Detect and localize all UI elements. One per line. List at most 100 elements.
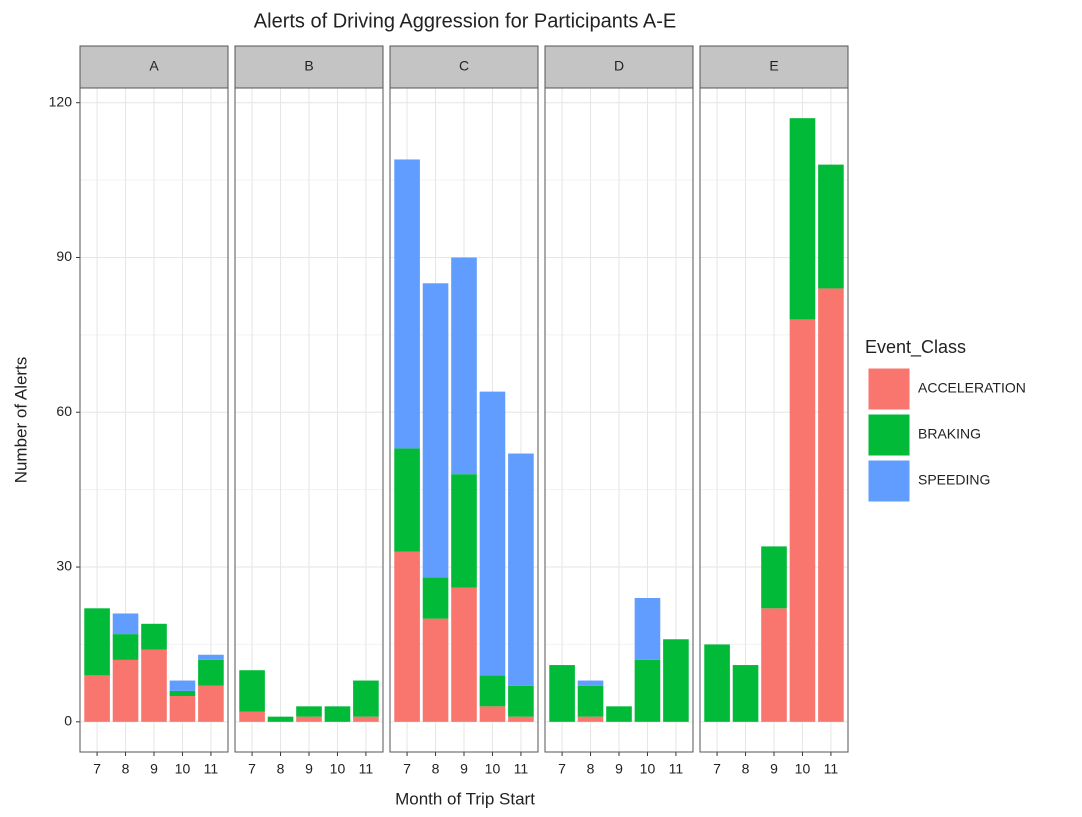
- x-axis-label: Month of Trip Start: [395, 789, 535, 808]
- bar: [141, 623, 167, 650]
- bar: [479, 675, 506, 707]
- strip-label: C: [459, 58, 469, 74]
- panel-border: [544, 87, 694, 753]
- x-tick-label: 8: [432, 761, 440, 777]
- panel-border: [234, 87, 384, 753]
- legend-title: Event_Class: [865, 337, 966, 358]
- bar: [169, 696, 196, 722]
- bar: [508, 453, 534, 686]
- strip: [234, 45, 384, 89]
- bar: [296, 706, 322, 717]
- x-tick-label: 9: [305, 761, 313, 777]
- strip: [79, 45, 229, 89]
- bar: [422, 577, 449, 619]
- legend-label: BRAKING: [918, 426, 981, 442]
- x-tick-label: 11: [514, 761, 529, 777]
- bar: [663, 639, 689, 722]
- x-tick-label: 7: [248, 761, 256, 777]
- bar: [169, 690, 196, 697]
- bar: [451, 257, 477, 475]
- panel-border: [79, 87, 229, 753]
- bar: [479, 391, 506, 676]
- legend-label: SPEEDING: [918, 472, 990, 488]
- bar: [84, 608, 110, 676]
- bar: [549, 665, 575, 722]
- bar: [704, 644, 730, 722]
- strip: [699, 45, 849, 89]
- strip-label: D: [614, 58, 624, 74]
- bar: [818, 164, 844, 289]
- strip-label: A: [149, 58, 159, 74]
- x-tick-label: 11: [359, 761, 374, 777]
- bar: [606, 706, 632, 722]
- bar: [239, 711, 265, 722]
- y-axis-label: Number of Alerts: [11, 357, 30, 484]
- bar: [422, 283, 449, 578]
- legend-key: [867, 367, 911, 411]
- bar: [394, 551, 420, 722]
- bar: [479, 706, 506, 722]
- bar: [761, 608, 787, 722]
- x-tick-label: 9: [460, 761, 468, 777]
- bar: [112, 613, 139, 635]
- bar: [324, 706, 351, 722]
- y-tick-label: 90: [56, 248, 72, 264]
- bar: [141, 649, 167, 722]
- bar: [634, 597, 661, 660]
- x-tick-label: 7: [403, 761, 411, 777]
- panel-border: [699, 87, 849, 753]
- x-tick-label: 11: [824, 761, 839, 777]
- x-tick-label: 10: [330, 761, 346, 777]
- bar: [577, 680, 604, 686]
- bar: [112, 659, 139, 722]
- legend-label: ACCELERATION: [918, 380, 1026, 396]
- bar: [267, 716, 294, 722]
- x-tick-label: 7: [713, 761, 721, 777]
- x-tick-label: 11: [204, 761, 219, 777]
- x-tick-label: 9: [150, 761, 158, 777]
- x-tick-label: 8: [587, 761, 595, 777]
- x-tick-label: 10: [795, 761, 811, 777]
- bar: [732, 665, 759, 722]
- bar: [296, 716, 322, 722]
- bar: [239, 670, 265, 712]
- bar: [634, 659, 661, 722]
- bar: [451, 587, 477, 722]
- y-tick-label: 120: [49, 93, 73, 109]
- x-tick-label: 8: [122, 761, 130, 777]
- bar: [353, 716, 379, 722]
- bar: [198, 685, 224, 722]
- panel-border: [389, 87, 539, 753]
- x-tick-label: 11: [669, 761, 684, 777]
- y-tick-label: 60: [56, 403, 72, 419]
- x-tick-label: 7: [558, 761, 566, 777]
- bar: [508, 685, 534, 717]
- legend-key: [867, 459, 911, 503]
- y-tick-label: 30: [56, 558, 72, 574]
- x-tick-label: 8: [742, 761, 750, 777]
- bar: [112, 634, 139, 660]
- x-tick-label: 10: [175, 761, 191, 777]
- bar: [169, 680, 196, 691]
- strip: [389, 45, 539, 89]
- bar: [818, 288, 844, 722]
- bar: [451, 474, 477, 588]
- x-tick-label: 9: [615, 761, 623, 777]
- bar: [789, 319, 816, 722]
- bar: [789, 118, 816, 320]
- bar: [422, 618, 449, 722]
- bar: [577, 716, 604, 722]
- strip-label: B: [304, 58, 313, 74]
- bar: [394, 448, 420, 552]
- bar: [394, 159, 420, 449]
- bar: [198, 659, 224, 686]
- x-tick-label: 10: [485, 761, 501, 777]
- bar: [508, 716, 534, 722]
- x-tick-label: 8: [277, 761, 285, 777]
- bar: [198, 654, 224, 660]
- bar: [353, 680, 379, 717]
- bar: [84, 675, 110, 722]
- chart-title: Alerts of Driving Aggression for Partici…: [254, 10, 676, 32]
- bar: [577, 685, 604, 717]
